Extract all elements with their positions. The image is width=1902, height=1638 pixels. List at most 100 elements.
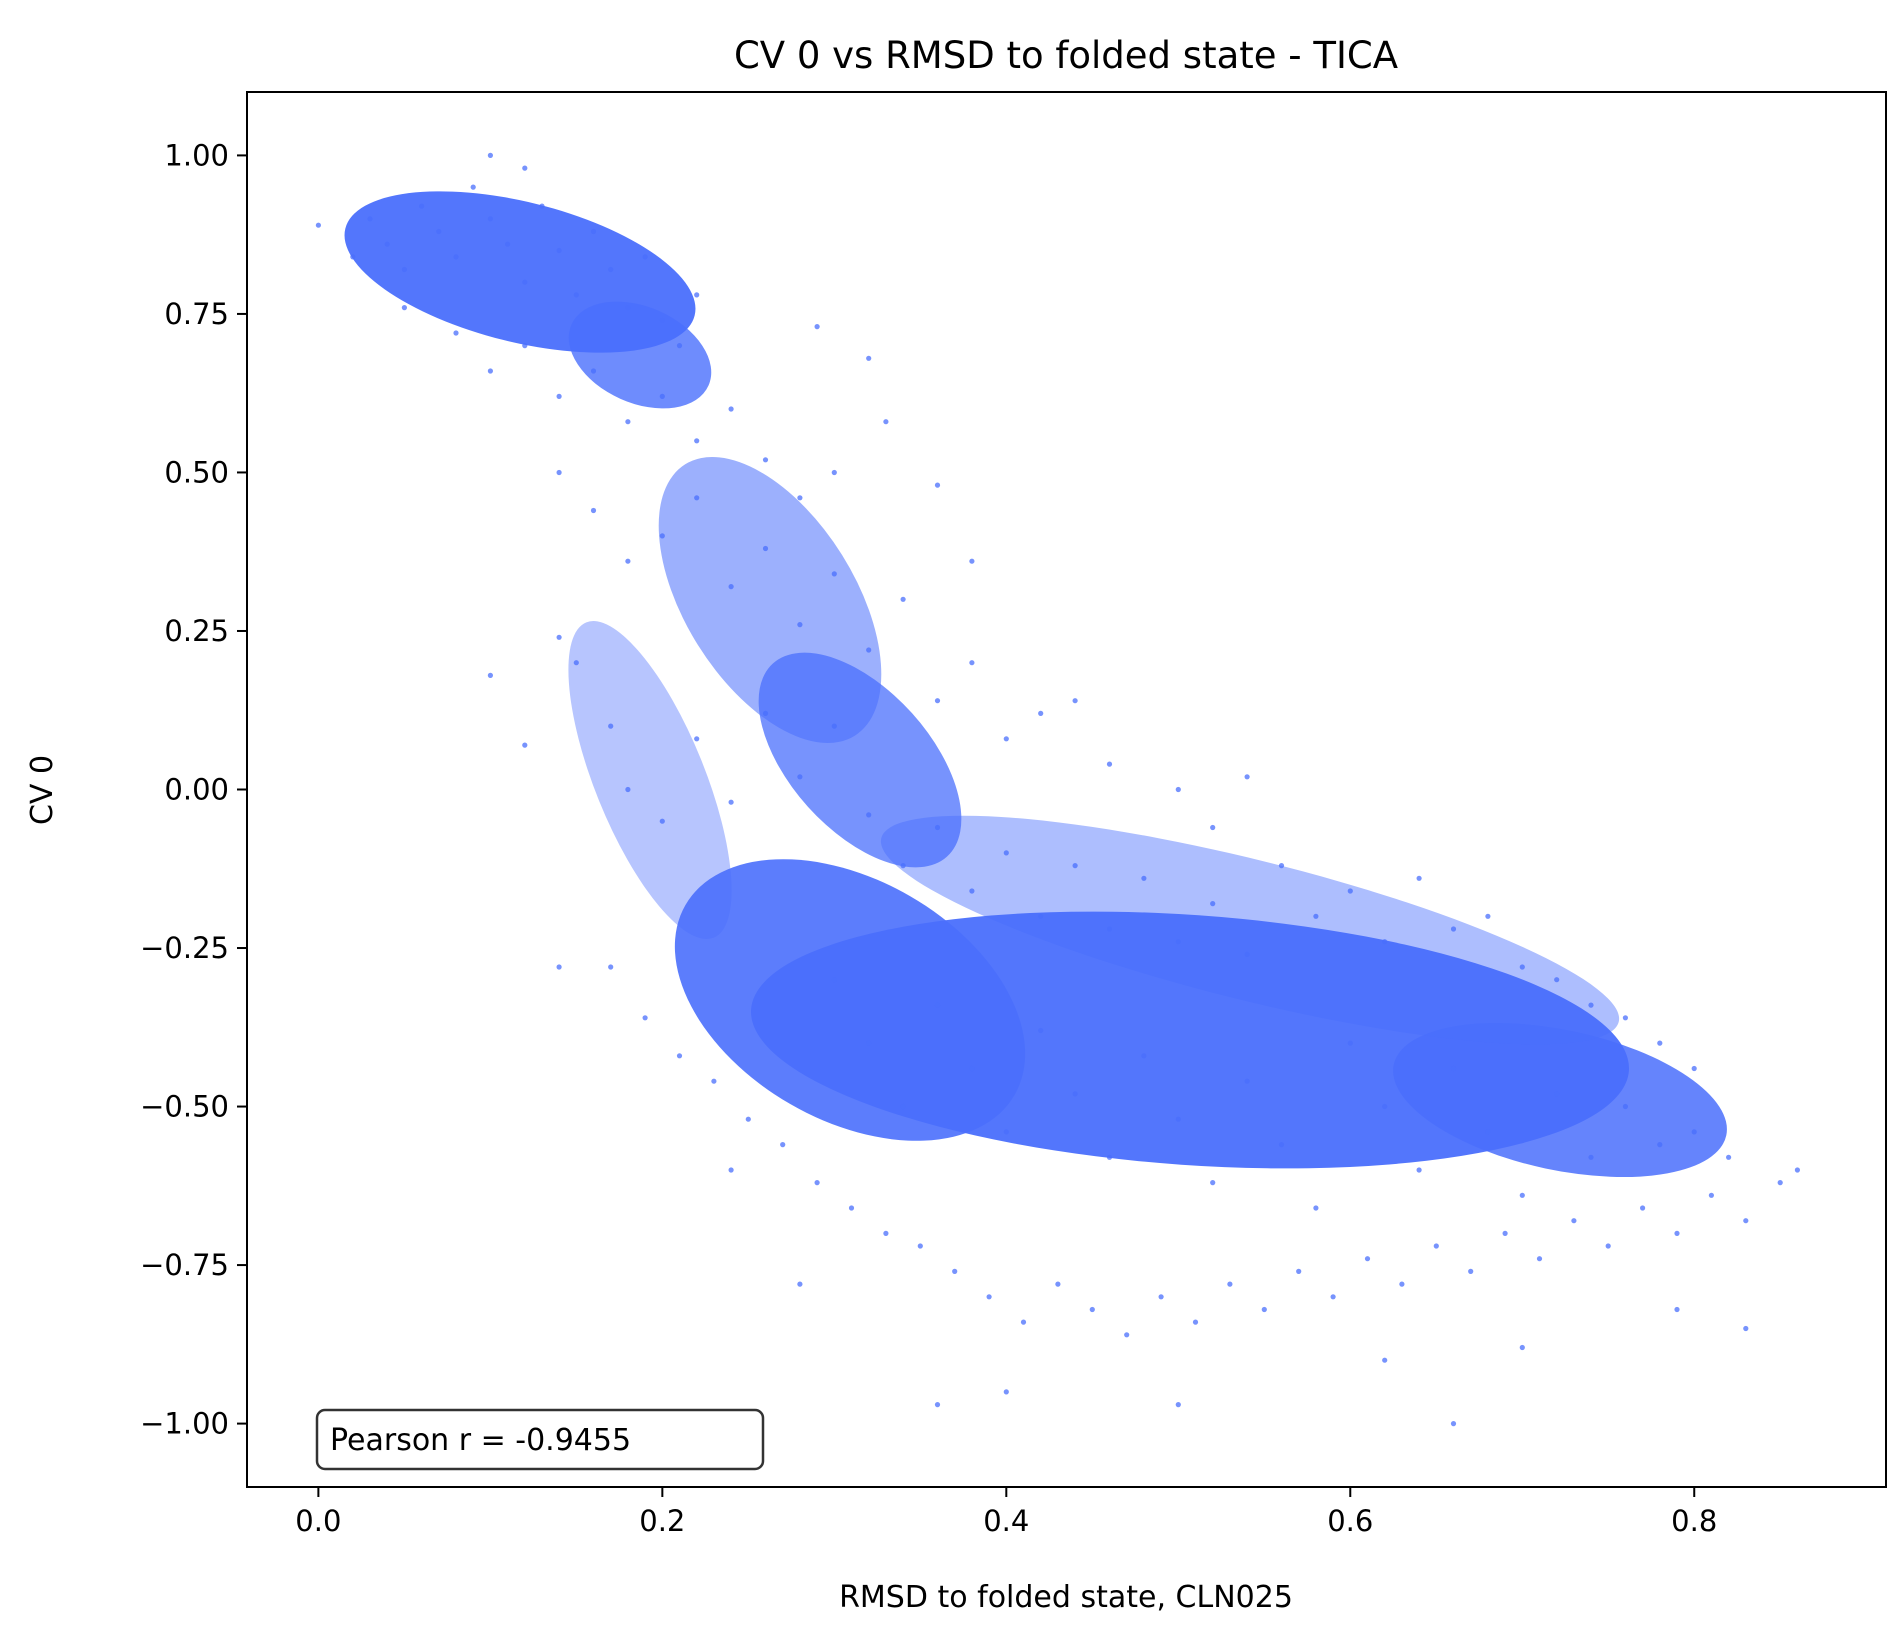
scatter-point <box>883 419 889 425</box>
scatter-point <box>1347 1040 1353 1046</box>
scatter-point <box>1313 913 1319 919</box>
scatter-point <box>1072 1091 1078 1097</box>
scatter-point <box>436 228 442 235</box>
scatter-point <box>900 863 906 869</box>
scatter-point <box>1416 875 1422 881</box>
scatter-point <box>728 799 734 805</box>
scatter-point <box>1003 1129 1009 1135</box>
scatter-point <box>608 266 614 273</box>
scatter-point <box>1657 1040 1663 1046</box>
scatter-point <box>1347 888 1353 894</box>
scatter-point <box>1106 1154 1113 1160</box>
scatter-point <box>694 438 700 444</box>
scatter-point <box>1192 1319 1199 1325</box>
scatter-point <box>1089 1306 1095 1313</box>
scatter-point <box>866 355 872 361</box>
scatter-point <box>1571 1218 1577 1224</box>
scatter-point <box>1244 1078 1250 1084</box>
scatter-point <box>1794 1167 1800 1173</box>
scatter-point <box>522 279 528 285</box>
scatter-point <box>1777 1180 1783 1186</box>
scatter-point <box>1588 1154 1594 1160</box>
scatter-point <box>1382 1103 1388 1110</box>
scatter-point <box>1691 1065 1697 1072</box>
annotation-box <box>315 1408 765 1471</box>
scatter-point <box>590 368 597 374</box>
scatter-point <box>969 660 975 666</box>
scatter-point <box>1605 1243 1611 1249</box>
scatter-point <box>556 393 562 399</box>
scatter-point <box>1382 939 1388 945</box>
scatter-point <box>934 1002 941 1008</box>
scatter-point <box>1210 824 1216 831</box>
scatter-point <box>659 533 665 539</box>
scatter-point <box>917 1243 923 1249</box>
scatter-point <box>453 254 459 260</box>
scatter-point <box>539 203 545 209</box>
density-cloud-upper-spread <box>880 815 1620 1045</box>
scatter-point <box>1640 1205 1646 1211</box>
scatter-point <box>556 634 562 640</box>
scatter-point <box>1519 1344 1525 1351</box>
scatter-point <box>1588 1002 1594 1008</box>
scatter-point <box>1536 1256 1543 1262</box>
scatter-point <box>401 266 407 273</box>
x-axis-label: RMSD to folded state, CLN025 <box>839 1580 1293 1615</box>
scatter-point <box>401 305 407 311</box>
scatter-point <box>1364 1256 1371 1262</box>
x-tick-label: 0.0 <box>295 1504 341 1538</box>
scatter-point <box>797 774 803 780</box>
scatter-point <box>625 558 631 564</box>
y-tick-label: 0.75 <box>164 297 229 331</box>
y-tick-label: 0.00 <box>164 773 229 807</box>
density-cloud-left-leg <box>568 621 732 939</box>
scatter-point <box>590 507 597 514</box>
density-cloud-unfolded-right <box>1393 1022 1727 1178</box>
scatter-point <box>659 393 665 399</box>
scatter-point <box>1175 1116 1181 1122</box>
scatter-point <box>1038 1027 1044 1034</box>
scatter-point <box>625 305 631 311</box>
x-tick-label: 0.6 <box>1327 1504 1373 1538</box>
scatter-point <box>1554 1091 1560 1097</box>
scatter-point <box>797 495 803 501</box>
scatter-point <box>1158 1294 1164 1300</box>
scatter-point <box>453 330 459 336</box>
scatter-point <box>1330 1294 1336 1300</box>
scatter-point <box>694 495 700 501</box>
scatter-point <box>1003 736 1009 742</box>
scatter-point <box>1416 1167 1422 1173</box>
scatter-point <box>1743 1218 1749 1224</box>
scatter-point <box>934 698 941 704</box>
pearson-annotation: Pearson r = -0.9455 <box>315 1408 765 1471</box>
density-clouds <box>344 191 1727 1178</box>
scatter-point <box>694 292 700 298</box>
scatter-point <box>1055 1281 1061 1287</box>
scatter-point <box>934 1402 941 1408</box>
scatter-point <box>952 1268 958 1274</box>
scatter-point <box>1450 1421 1457 1427</box>
scatter-point <box>1227 1281 1233 1287</box>
density-cloud-unfolded-left <box>674 859 1026 1141</box>
scatter-point <box>1519 1192 1525 1198</box>
y-tick-label: −0.50 <box>140 1090 229 1124</box>
scatter-points <box>315 152 1800 1427</box>
scatter-point <box>711 1078 717 1084</box>
scatter-point <box>1072 863 1078 869</box>
scatter-point <box>625 786 631 793</box>
scatter-point <box>762 710 769 717</box>
scatter-point <box>556 469 562 476</box>
scatter-point <box>1726 1154 1732 1160</box>
scatter-point <box>934 824 941 831</box>
scatter-point <box>1622 1015 1628 1021</box>
scatter-point <box>1691 1129 1697 1135</box>
scatter-point <box>556 964 562 970</box>
scatter-point <box>694 736 700 742</box>
scatter-point <box>866 1040 872 1046</box>
x-tick-label: 0.8 <box>1671 1504 1717 1538</box>
density-cloud-folded-tail <box>568 301 712 409</box>
scatter-point <box>969 558 975 564</box>
scatter-point <box>1278 1142 1285 1148</box>
scatter-point <box>659 317 665 323</box>
